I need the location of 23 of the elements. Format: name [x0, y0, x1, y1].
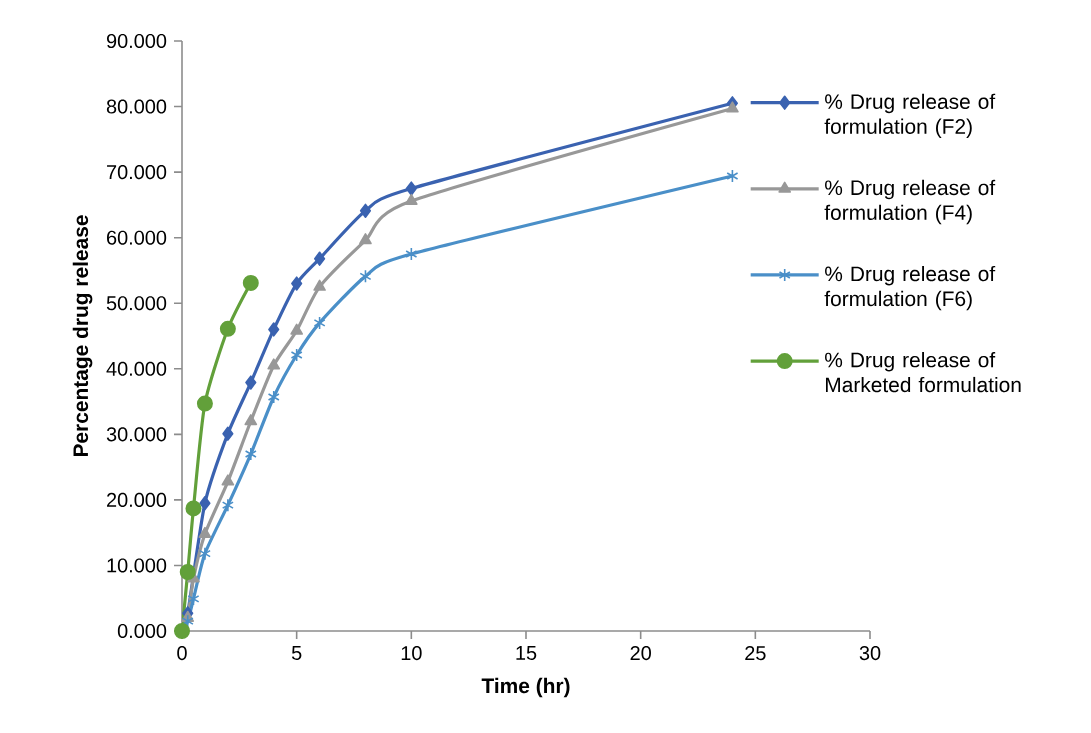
- x-tick-label: 30: [859, 646, 881, 661]
- legend-label: % Drug release of formulation (F4): [824, 179, 996, 225]
- x-tick-label: 10: [401, 646, 422, 661]
- y-tick-label: 80.000: [106, 99, 167, 114]
- x-axis-title: Time (hr): [481, 677, 570, 698]
- y-tick-label: 40.000: [106, 361, 167, 376]
- y-axis-title: Percentage drug release: [72, 215, 93, 457]
- legend-label: % Drug release of formulation (F2): [824, 93, 996, 139]
- x-tick-label: 25: [745, 646, 766, 661]
- y-tick-label: 0.000: [117, 623, 167, 639]
- x-tick-label: 0: [177, 646, 187, 661]
- x-tick-label: 5: [291, 646, 302, 660]
- y-tick-label: 10.000: [107, 558, 167, 573]
- x-tick-label: 15: [516, 646, 537, 660]
- legend-label: % Drug release of Marketed formulation: [825, 351, 1021, 393]
- legend-label: % Drug release of formulation (F6): [824, 265, 996, 311]
- y-tick-label: 70.000: [107, 165, 167, 180]
- y-tick-label: 90.000: [106, 33, 167, 49]
- y-tick-label: 20.000: [107, 492, 167, 507]
- y-tick-label: 50.000: [106, 296, 167, 311]
- y-tick-label: 60.000: [107, 230, 167, 245]
- x-tick-label: 20: [630, 646, 651, 661]
- y-tick-label: 30.000: [106, 427, 167, 442]
